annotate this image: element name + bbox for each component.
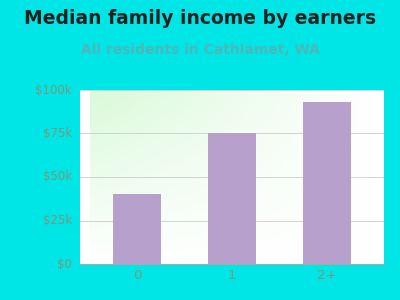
Bar [303, 102, 351, 264]
Bar [113, 194, 161, 264]
Bar [208, 134, 256, 264]
Text: Median family income by earners: Median family income by earners [24, 9, 376, 28]
Text: $25k: $25k [43, 214, 72, 227]
Text: $50k: $50k [43, 170, 72, 184]
Text: $100k: $100k [35, 83, 72, 97]
Text: $75k: $75k [43, 127, 72, 140]
Text: $0: $0 [57, 257, 72, 271]
Text: All residents in Cathlamet, WA: All residents in Cathlamet, WA [80, 44, 320, 58]
